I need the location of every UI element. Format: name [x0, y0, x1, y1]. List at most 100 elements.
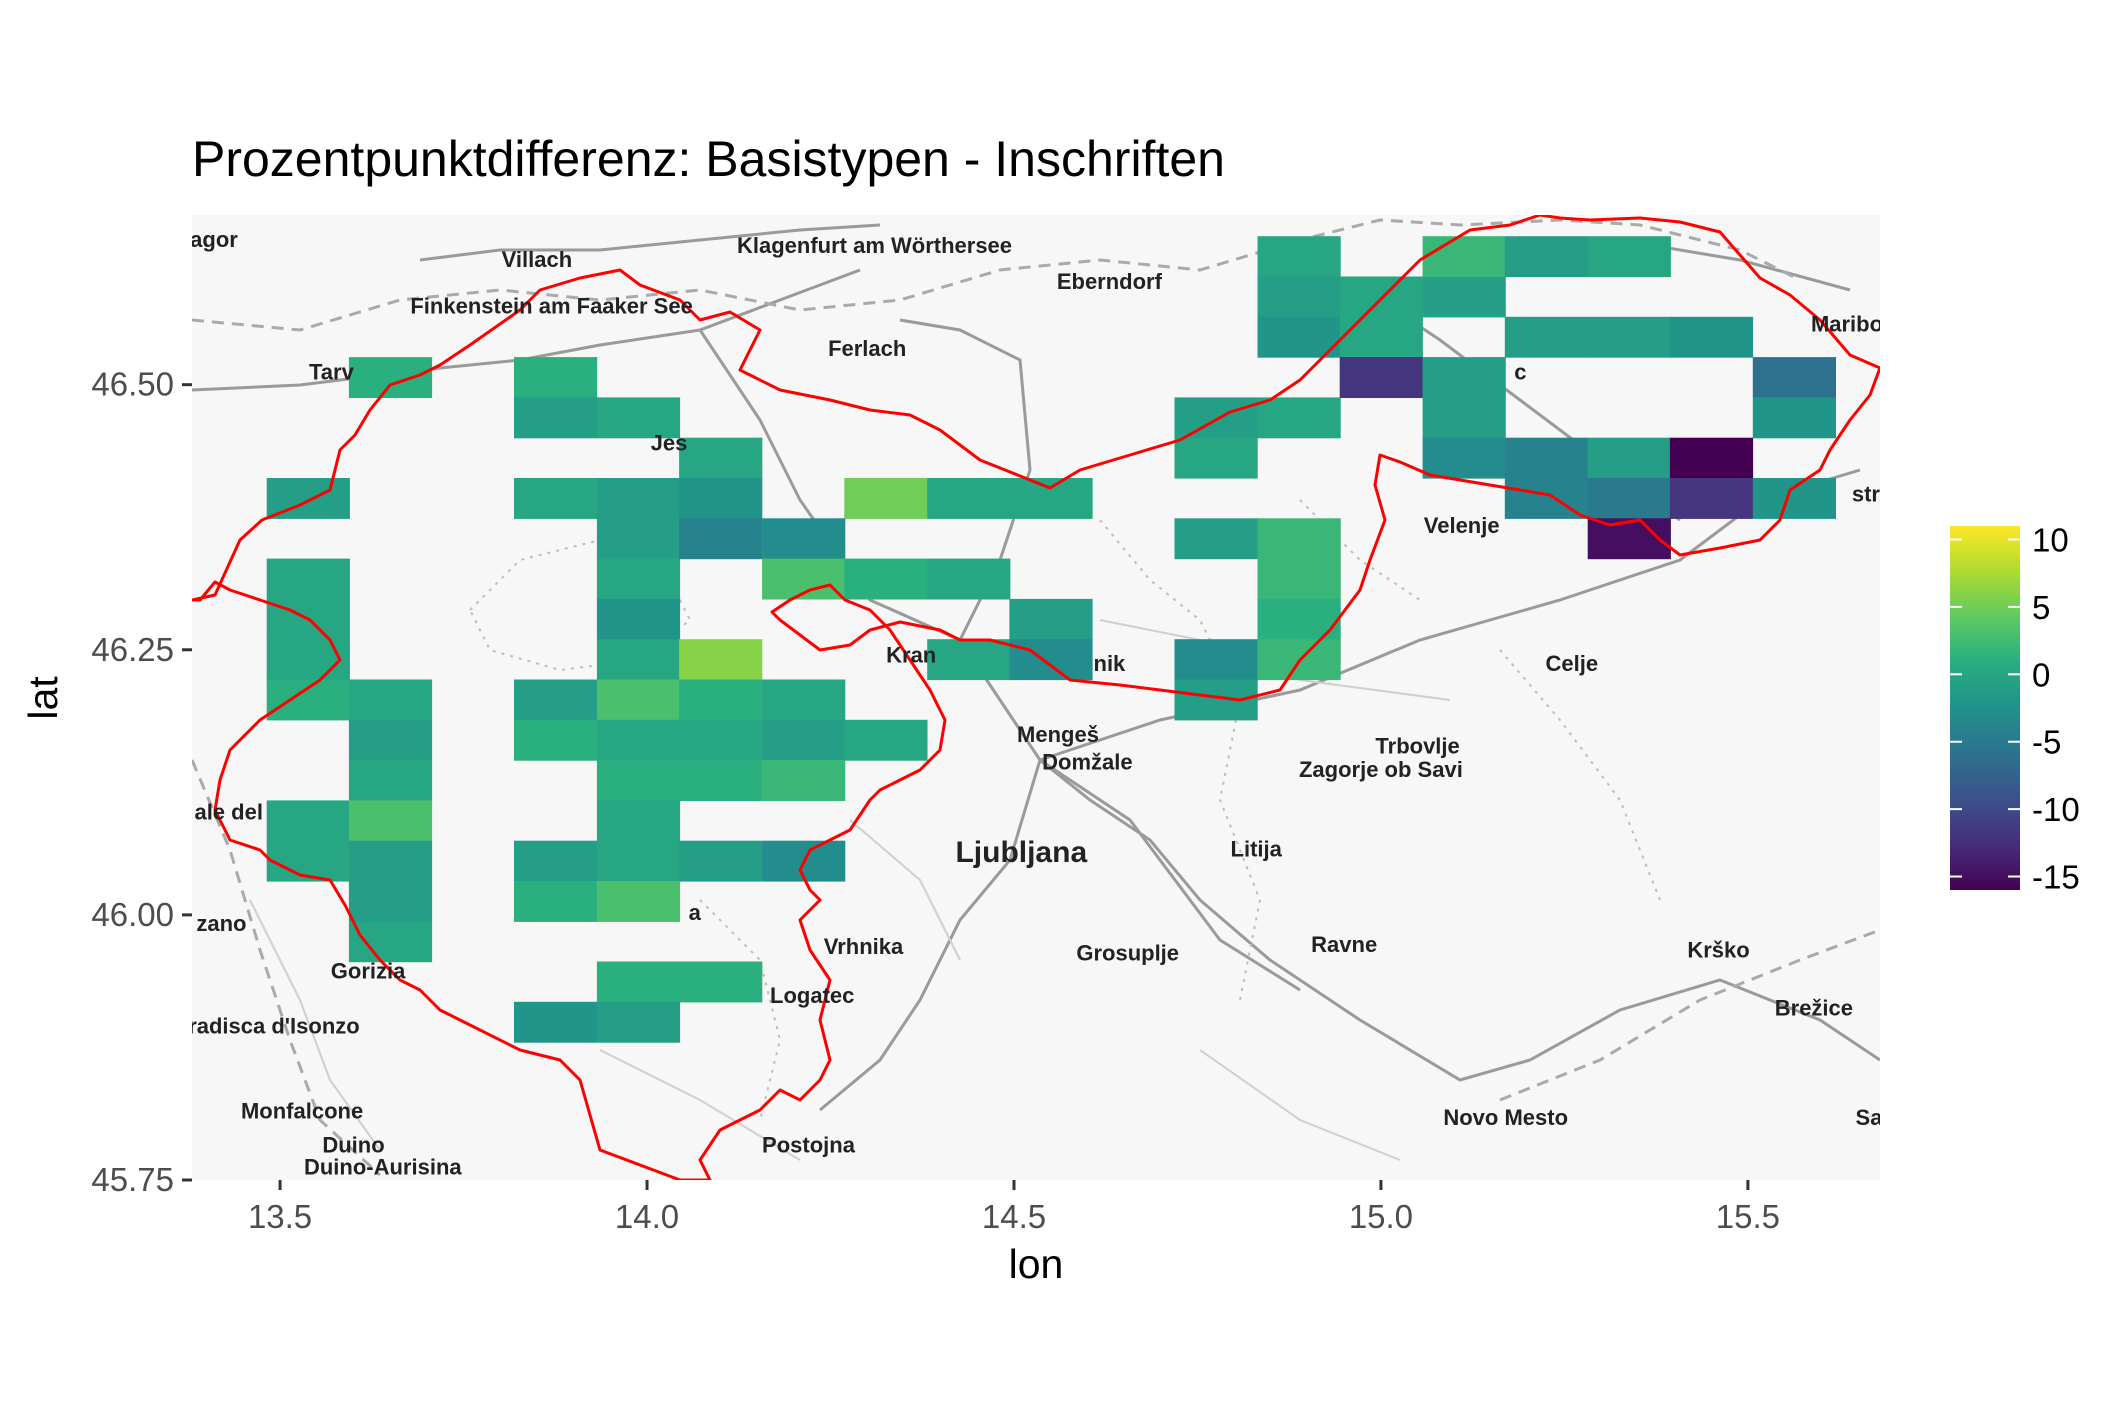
region-outline: [192, 215, 1880, 1180]
place-label: Duino-Aurisina: [304, 1155, 462, 1180]
heatmap-cell: [1257, 236, 1341, 278]
legend-tick-label: -5: [2032, 724, 2061, 761]
heatmap-cell: [1009, 598, 1093, 640]
x-axis-title: lon: [1009, 1241, 1064, 1287]
heatmap-cells: [266, 236, 1836, 1043]
place-label: zano: [196, 911, 246, 936]
place-label: Novo Mesto: [1443, 1105, 1568, 1130]
heatmap-cell: [348, 719, 433, 761]
heatmap-cell: [1422, 236, 1506, 278]
place-label: Brežice: [1775, 996, 1853, 1021]
heatmap-cell: [1752, 397, 1836, 439]
heatmap-cell: [1174, 518, 1258, 560]
heatmap-cell: [844, 558, 928, 600]
legend-tick-label: 5: [2032, 589, 2050, 626]
heatmap-cell: [348, 760, 433, 801]
place-label: Postojna: [762, 1132, 856, 1157]
heatmap-cell: [1257, 397, 1341, 439]
place-label: Celje: [1546, 651, 1599, 676]
heatmap-cell: [679, 719, 763, 761]
legend-tick-label: 0: [2032, 656, 2050, 693]
heatmap-cell: [596, 518, 681, 560]
chart-title: Prozentpunktdifferenz: Basistypen - Insc…: [192, 131, 1225, 187]
heatmap-cell: [1257, 316, 1341, 358]
legend-tick-label: -10: [2032, 791, 2080, 828]
heatmap-cell: [596, 598, 681, 640]
heatmap-cell: [1752, 357, 1836, 398]
place-label: nik: [1094, 651, 1127, 676]
place-label: Tarv: [309, 359, 355, 384]
place-label: Mengeš: [1017, 722, 1099, 747]
heatmap-cell: [348, 357, 433, 398]
heatmap-cell: [1422, 397, 1506, 439]
heatmap-cell: [1422, 437, 1506, 479]
heatmap-cell: [266, 639, 350, 681]
heatmap-cell: [1422, 276, 1506, 318]
heatmap-cell: [514, 357, 598, 398]
heatmap-cell: [1174, 397, 1258, 439]
place-label: Monfalcone: [241, 1099, 363, 1124]
y-axis-title: lat: [20, 676, 66, 720]
heatmap-cell: [844, 478, 928, 519]
x-tick-label: 13.5: [248, 1198, 312, 1235]
heatmap-cell: [1339, 316, 1423, 358]
heatmap-cell: [1174, 639, 1258, 681]
heatmap-cell: [927, 558, 1011, 600]
place-label: Kran: [886, 643, 936, 668]
place-label: Krško: [1687, 937, 1749, 962]
place-label: Ravne: [1311, 932, 1377, 957]
heatmap-cell: [596, 961, 681, 1003]
heatmap-cell: [266, 840, 350, 882]
heatmap-cell: [1669, 478, 1754, 519]
legend-tick-label: -15: [2032, 859, 2080, 896]
heatmap-cell: [1587, 236, 1671, 278]
heatmap-cell: [514, 881, 598, 922]
heatmap-cell: [1009, 639, 1093, 681]
heatmap-cell: [596, 558, 681, 600]
heatmap-cell: [679, 437, 763, 479]
y-tick-label: 46.25: [91, 631, 174, 668]
heatmap-cell: [1257, 276, 1341, 318]
place-label: Duino: [322, 1132, 384, 1157]
heatmap-cell: [348, 800, 433, 842]
heatmap-cell: [596, 840, 681, 882]
heatmap-cell: [514, 719, 598, 761]
heatmap-cell: [596, 760, 681, 801]
heatmap-cell: [1422, 357, 1506, 398]
place-label: Finkenstein am Faaker See: [410, 294, 692, 319]
heatmap-cell: [596, 800, 681, 842]
place-label: Litija: [1231, 837, 1283, 862]
heatmap-cell: [679, 679, 763, 721]
heatmap-cell: [596, 719, 681, 761]
heatmap-cell: [679, 961, 763, 1003]
place-label: Gradisca d'Isonzo: [171, 1014, 360, 1039]
x-tick-label: 14.5: [982, 1198, 1046, 1235]
heatmap-cell: [348, 881, 433, 922]
heatmap-cell: [1009, 478, 1093, 519]
x-tick-label: 15.0: [1349, 1198, 1413, 1235]
place-label: Ljubljana: [955, 836, 1087, 869]
place-label: agor: [190, 227, 238, 252]
heatmap-cell: [1174, 437, 1258, 479]
heatmap-cell: [1504, 437, 1588, 479]
heatmap-cell: [596, 1001, 681, 1043]
heatmap-cell: [514, 478, 598, 519]
heatmap-cell: [514, 397, 598, 439]
heatmap-cell: [1752, 478, 1836, 519]
heatmap-cell: [679, 639, 763, 681]
heatmap-cell: [514, 1001, 598, 1043]
place-label: Vrhnika: [824, 934, 904, 959]
heatmap-cell: [1669, 437, 1754, 479]
map-panel: [192, 215, 1880, 1180]
heatmap-cell: [762, 679, 846, 721]
heatmap-cell: [844, 719, 928, 761]
x-tick-label: 15.5: [1716, 1198, 1780, 1235]
x-tick-label: 14.0: [615, 1198, 679, 1235]
heatmap-cell: [762, 719, 846, 761]
heatmap-cell: [927, 478, 1011, 519]
place-label: Maribo: [1811, 312, 1883, 337]
heatmap-cell: [266, 800, 350, 842]
y-tick-label: 46.50: [91, 366, 174, 403]
place-label: ale del: [194, 800, 262, 825]
